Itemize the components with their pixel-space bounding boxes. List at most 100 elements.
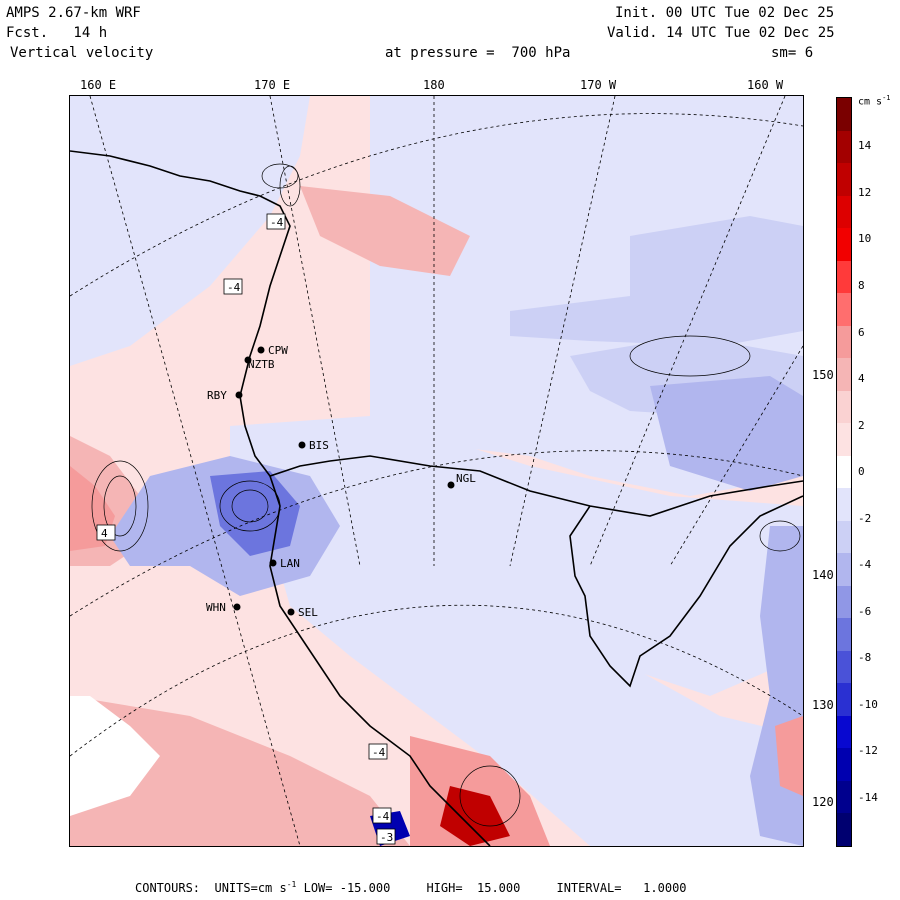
contour-loop-7 <box>459 765 521 827</box>
descent-core-west-inner <box>210 471 300 556</box>
lon-label-180: 180 <box>423 78 445 92</box>
lon-label-170e: 170 E <box>254 78 291 92</box>
colorbar-label: -8 <box>858 651 872 664</box>
meridian-170w <box>509 96 616 567</box>
init-time: Init. 00 UTC Tue 02 Dec 25 <box>615 5 835 21</box>
extremum-label-6: -3 <box>380 831 393 844</box>
colorbar-swatch <box>837 715 851 749</box>
high-value: HIGH= 15.000 <box>426 881 521 895</box>
station-label-bis: BIS <box>309 439 329 452</box>
colorbar-label: -14 <box>858 791 878 804</box>
colorbar-label: -12 <box>858 744 878 757</box>
extremum-label-3: -4 <box>372 746 386 759</box>
extremum-box-1 <box>266 213 286 230</box>
colorbar-swatch <box>837 423 851 457</box>
colorbar-label: 8 <box>858 279 865 292</box>
descent-band-4 <box>650 376 803 491</box>
units-exponent: -1 <box>286 880 297 889</box>
colorbar-swatch <box>837 293 851 327</box>
colorbar-swatch <box>837 813 851 847</box>
station-label-nztb: NZTB <box>248 358 275 371</box>
colorbar-label: 4 <box>858 372 865 385</box>
colorbar-label: -4 <box>858 558 872 571</box>
smoothing: sm= 6 <box>771 45 814 61</box>
extremum-label-1: -4 <box>270 216 284 229</box>
station-marker-sel <box>287 608 295 616</box>
contour-loop-9 <box>629 335 751 377</box>
colorbar-swatch <box>837 358 851 392</box>
stations: CPW NZTB RBY BIS NGL LAN WHN SEL <box>206 344 476 619</box>
station-marker-cpw <box>257 346 265 354</box>
interval-value: INTERVAL= 1.0000 <box>556 881 687 895</box>
model-title: AMPS 2.67-km WRF <box>6 5 141 21</box>
colorbar-label: 14 <box>858 139 872 152</box>
colorbar-swatch <box>837 163 851 197</box>
colorbar-label: 12 <box>858 186 872 199</box>
extremum-label-5: -4 <box>376 810 390 823</box>
station-marker-bis <box>298 441 306 449</box>
parallel-south <box>70 604 803 757</box>
colorbar-label: -6 <box>858 605 872 618</box>
contour-loop-6 <box>279 165 301 207</box>
contour-loop-8 <box>759 520 801 552</box>
station-marker-rby <box>235 391 243 399</box>
contours <box>91 163 801 827</box>
contour-loop-4 <box>103 475 137 537</box>
colorbar-swatch <box>837 228 851 262</box>
meridian-150w <box>669 345 803 567</box>
station-marker-ngl <box>447 481 455 489</box>
station-marker-whn <box>233 603 241 611</box>
weak-descent-region-center <box>230 416 803 696</box>
contours-label: CONTOURS: <box>135 881 201 895</box>
colorbar-swatch <box>837 98 851 132</box>
coastline-marie-byrd <box>569 495 803 688</box>
coastline-victoria-land <box>269 475 491 846</box>
coastline-ross-front <box>70 150 803 517</box>
extremum-box-4 <box>96 524 116 541</box>
station-marker-nztb <box>244 356 252 364</box>
station-label-lan: LAN <box>280 557 300 570</box>
forecast-hour: Fcst. 14 h <box>6 25 108 41</box>
contour-info: CONTOURS: UNITS=cm s-1 LOW= -15.000 HIGH… <box>135 880 687 895</box>
station-label-rby: RBY <box>207 389 227 402</box>
missing-data-area <box>70 696 160 816</box>
colorbar-swatch <box>837 683 851 717</box>
map-svg: CPW NZTB RBY BIS NGL LAN WHN SEL -4 <box>70 96 803 846</box>
colorbar-swatch <box>837 650 851 684</box>
colorbar-swatch <box>837 780 851 814</box>
colorbar-label: -10 <box>858 698 878 711</box>
ascent-patch-east <box>775 716 803 796</box>
extremum-box-3 <box>368 743 388 760</box>
colorbar-unit: cm s-1 <box>858 94 891 108</box>
pressure-level: at pressure = 700 hPa <box>385 45 571 61</box>
weak-descent-region-south <box>270 536 803 846</box>
ascent-plume-north <box>300 186 470 276</box>
contour-loop-2 <box>231 489 269 523</box>
valid-time: Valid. 14 UTC Tue 02 Dec 25 <box>607 25 835 41</box>
extremum-label-2: -4 <box>227 281 241 294</box>
map-panel: CPW NZTB RBY BIS NGL LAN WHN SEL -4 <box>69 95 804 847</box>
lon-label-160w: 160 W <box>747 78 784 92</box>
colorbar-swatch <box>837 325 851 359</box>
colorbar-swatch <box>837 260 851 294</box>
ascent-region-south <box>70 696 410 846</box>
extremum-label-4: 4 <box>101 527 108 540</box>
station-label-cpw: CPW <box>268 344 288 357</box>
contour-loop-3 <box>91 460 149 552</box>
colorbar-swatch <box>837 390 851 424</box>
colorbar-label: -2 <box>858 512 872 525</box>
colorbar-swatch <box>837 130 851 164</box>
lon-label-160e: 160 E <box>80 78 117 92</box>
descent-band-1 <box>630 216 803 311</box>
colorbar-swatch <box>837 488 851 522</box>
low-value: LOW= -15.000 <box>303 881 391 895</box>
colorbar-label: 0 <box>858 465 865 478</box>
weak-descent-region-northwest <box>70 96 310 366</box>
contour-loop-1 <box>219 480 281 532</box>
station-label-whn: WHN <box>206 601 226 614</box>
colorbar-swatch <box>837 553 851 587</box>
extremum-box-6 <box>376 828 396 845</box>
field-name: Vertical velocity <box>10 45 154 61</box>
lon-label-170w: 170 W <box>580 78 617 92</box>
units-label: UNITS=cm s <box>214 881 287 895</box>
